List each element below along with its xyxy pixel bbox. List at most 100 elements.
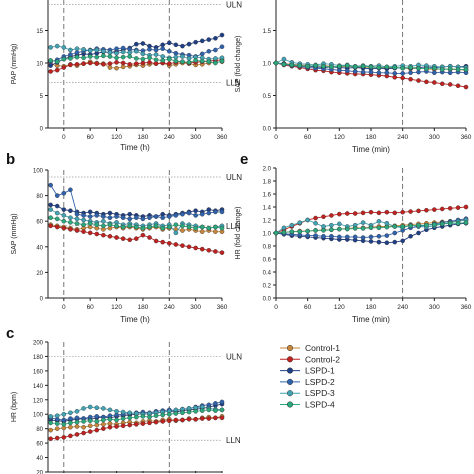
data-point <box>147 55 152 61</box>
data-point <box>329 222 334 228</box>
data-point <box>140 414 146 419</box>
x-tick-label: 240 <box>397 134 408 141</box>
data-point <box>81 217 86 223</box>
data-point <box>140 421 146 426</box>
data-point <box>281 56 287 62</box>
data-point <box>400 65 405 71</box>
data-point <box>213 209 218 215</box>
x-tick-label: 240 <box>164 304 175 311</box>
y-axis-label: SAP (mmHg) <box>11 213 18 254</box>
data-point <box>127 54 133 59</box>
legend-swatch-marker <box>286 378 294 385</box>
y-tick-label: 10 <box>36 62 43 68</box>
data-point <box>54 435 60 441</box>
data-point <box>68 410 73 416</box>
x-tick-label: 0 <box>274 134 278 141</box>
data-point <box>180 54 185 59</box>
data-point <box>127 415 133 421</box>
reference-label: ULN <box>226 173 242 182</box>
legend-label: LSPD-2 <box>305 377 335 387</box>
data-point <box>199 246 205 252</box>
data-point <box>432 80 437 85</box>
data-point <box>74 419 80 425</box>
data-point <box>114 65 119 71</box>
data-point <box>54 59 60 65</box>
data-point <box>352 226 358 231</box>
data-point <box>392 239 398 245</box>
data-point <box>376 225 382 231</box>
legend-swatch-marker <box>286 344 294 352</box>
data-point <box>360 220 366 225</box>
data-point <box>186 56 192 61</box>
data-point <box>114 55 119 61</box>
data-point <box>147 215 152 221</box>
data-point <box>447 220 453 226</box>
data-point <box>219 32 225 38</box>
data-point <box>68 47 73 53</box>
data-point <box>305 228 310 234</box>
legend-label: Control-1 <box>305 343 340 353</box>
data-point <box>416 78 421 83</box>
data-point <box>68 208 73 214</box>
data-point <box>87 209 93 215</box>
data-point <box>81 419 86 424</box>
data-point <box>134 215 139 221</box>
data-point <box>107 54 113 59</box>
y-tick-label: 0.6 <box>263 258 272 264</box>
data-point <box>74 409 80 414</box>
data-point <box>180 43 185 49</box>
data-point <box>114 409 119 414</box>
data-point <box>173 411 179 416</box>
data-point <box>134 224 139 230</box>
data-point <box>424 66 429 72</box>
legend-swatch-marker <box>286 367 294 374</box>
y-tick-label: 20 <box>36 471 43 474</box>
data-point <box>206 59 212 65</box>
chart-panel-c: 20 40 60 80 100 120 140 160 180 200 HR (bpm) c ULN LL… <box>6 325 242 474</box>
data-point <box>329 227 334 233</box>
data-point <box>68 227 73 232</box>
data-point <box>384 240 390 246</box>
data-point <box>186 416 192 422</box>
data-point <box>180 243 185 248</box>
data-point <box>61 213 67 218</box>
data-point <box>120 64 126 70</box>
data-point <box>219 225 225 231</box>
data-point <box>447 82 453 87</box>
data-point <box>107 61 113 66</box>
x-tick-label: 300 <box>190 304 201 311</box>
data-point <box>127 216 133 222</box>
y-tick-label: 0.2 <box>263 284 272 290</box>
x-tick-label: 60 <box>304 304 312 311</box>
data-point <box>173 42 179 48</box>
data-point <box>74 62 80 67</box>
y-tick-label: 0 <box>40 127 44 133</box>
data-point <box>416 65 421 71</box>
data-point <box>439 206 445 212</box>
y-tick-label: 0.4 <box>263 271 272 277</box>
data-point <box>305 63 310 69</box>
data-point <box>463 67 469 72</box>
data-point <box>439 67 445 72</box>
data-point <box>101 49 106 54</box>
legend-swatch-marker <box>286 401 294 408</box>
data-point <box>68 416 73 421</box>
data-point <box>120 54 126 60</box>
data-point <box>81 61 86 66</box>
data-point <box>186 210 192 216</box>
data-point <box>101 223 106 229</box>
data-point <box>180 211 185 217</box>
data-point <box>193 245 198 251</box>
data-point <box>160 239 165 245</box>
data-point <box>313 220 318 226</box>
x-tick-label: 120 <box>111 134 122 141</box>
data-point <box>68 220 73 225</box>
y-tick-label: 1.0 <box>263 62 272 68</box>
y-tick-label: 80 <box>36 427 43 433</box>
data-point <box>54 43 60 49</box>
data-point <box>87 418 93 424</box>
data-point <box>180 410 185 416</box>
panel-label: c <box>6 325 14 342</box>
data-point <box>74 228 80 233</box>
data-point <box>81 47 86 52</box>
